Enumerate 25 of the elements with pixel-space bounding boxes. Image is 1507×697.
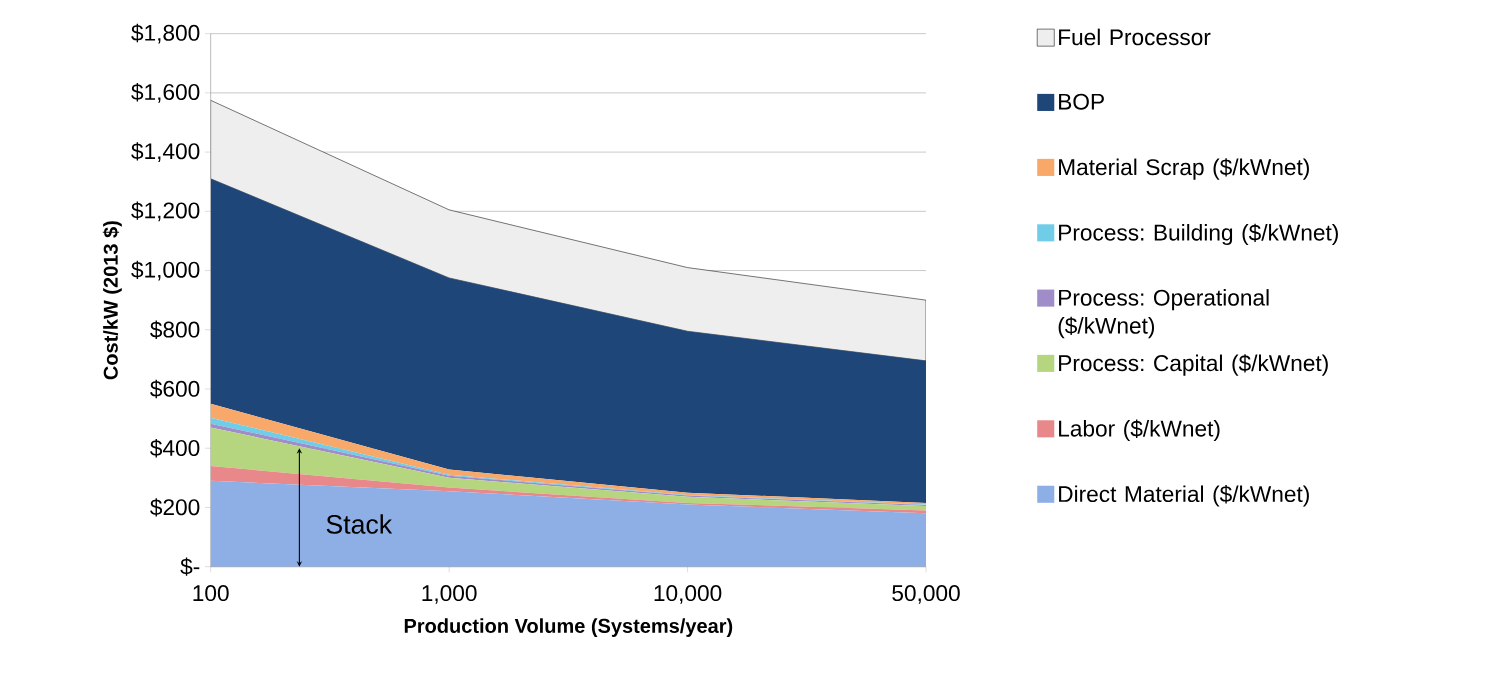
y-tick-label: $1,000	[131, 260, 200, 281]
x-axis-title: Production Volume (Systems/year)	[404, 618, 733, 637]
legend-label: BOP	[1059, 93, 1104, 110]
y-tick-label: $1,400	[131, 142, 200, 162]
legend-label: Fuel Processor	[1059, 28, 1211, 46]
legend-label: Direct Material ($/kWnet)	[1059, 485, 1309, 507]
y-tick-label: $200	[150, 498, 200, 517]
legend-label: Process: Operational ($/kWnet)	[1058, 289, 1269, 339]
legend-label: Process: Building ($/kWnet)	[1059, 223, 1338, 246]
legend-label: Labor ($/kWnet)	[1059, 419, 1220, 442]
legend-label: Process: Capital ($/kWnet)	[1059, 354, 1328, 376]
y-tick-label: $1,600	[131, 83, 200, 103]
y-tick-label: $1,200	[131, 201, 200, 222]
y-tick-label: $400	[150, 439, 200, 458]
x-tick-label: 10,000	[654, 585, 722, 604]
x-tick-label: 100	[193, 585, 229, 602]
y-tick-label: $600	[150, 379, 200, 399]
y-tick-label: $800	[150, 320, 200, 339]
y-axis-title: Cost/kW (2013 $)	[102, 221, 122, 380]
x-tick-label: 1,000	[422, 585, 477, 604]
annotation: Stack	[326, 514, 393, 534]
legend-label: Material Scrap ($/kWnet)	[1059, 158, 1309, 180]
x-tick-label: 50,000	[892, 585, 960, 604]
y-tick-label: $1,800	[131, 23, 200, 44]
y-tick-label: $-	[180, 557, 200, 576]
